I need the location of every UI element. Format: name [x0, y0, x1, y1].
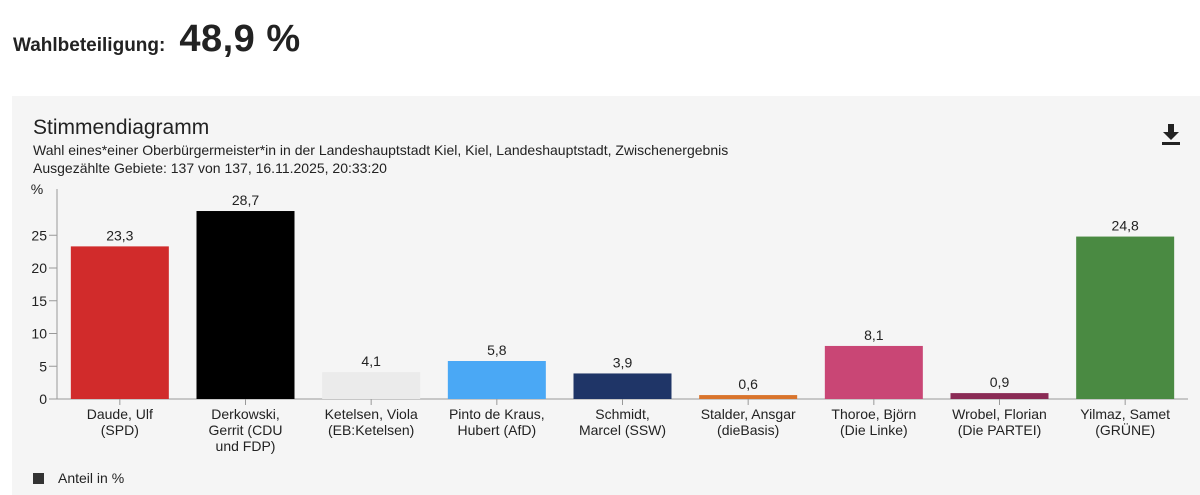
x-tick-label: (SPD)	[101, 422, 139, 438]
bar	[196, 211, 295, 399]
turnout-display: Wahlbeteiligung: 48,9 %	[13, 18, 301, 61]
y-tick-label: 5	[39, 358, 47, 374]
x-tick-label: Ketelsen, Viola	[325, 406, 418, 422]
bar-value-label: 5,8	[487, 342, 507, 358]
y-tick-label: 25	[31, 227, 47, 243]
x-tick-label: Wrobel, Florian	[952, 406, 1047, 422]
bar-chart: % 0 5 10 15 20 25 23,3 Daude, Ulf(SPD) 28,7 Derkow…	[31, 181, 1188, 454]
legend: Anteil in %	[33, 470, 124, 486]
x-tick-label: (Die PARTEI)	[958, 422, 1042, 438]
bar-value-label: 0,9	[990, 374, 1010, 390]
x-tick-label: (EB:Ketelsen)	[328, 422, 414, 438]
chart-subtitle: Wahl eines*einer Oberbürgermeister*in in…	[33, 142, 729, 158]
y-tick-label: 0	[39, 391, 47, 407]
x-tick-label: Yilmaz, Samet	[1080, 406, 1170, 422]
y-tick-label: 20	[31, 260, 47, 276]
bar	[573, 373, 672, 399]
bar-value-label: 3,9	[613, 354, 633, 370]
x-tick-label: (Die Linke)	[840, 422, 908, 438]
chart-panel: Stimmendiagramm Wahl eines*einer Oberbür…	[12, 96, 1200, 495]
x-tick-label: Derkowski,	[211, 406, 279, 422]
turnout-value: 48,9 %	[179, 18, 301, 60]
x-tick-label: und FDP)	[216, 438, 276, 454]
bar	[322, 372, 421, 399]
bar	[950, 393, 1049, 399]
bar	[70, 246, 169, 399]
x-tick-label: Daude, Ulf	[87, 406, 153, 422]
legend-label: Anteil in %	[58, 470, 125, 486]
bar-value-label: 23,3	[106, 227, 133, 243]
bar-value-label: 0,6	[738, 376, 758, 392]
x-tick-label: (dieBasis)	[717, 422, 779, 438]
legend-swatch	[33, 472, 44, 484]
bar-value-label: 8,1	[864, 327, 884, 343]
bar	[447, 361, 546, 399]
x-tick-label: Schmidt,	[595, 406, 649, 422]
y-tick-label: 15	[31, 293, 47, 309]
download-icon[interactable]	[1160, 122, 1182, 146]
bar-value-label: 4,1	[361, 353, 381, 369]
x-tick-label: Thoroe, Björn	[831, 406, 916, 422]
bar	[824, 345, 923, 399]
counted-areas-text: Ausgezählte Gebiete: 137 von 137, 16.11.…	[33, 160, 387, 176]
x-tick-label: Pinto de Kraus,	[449, 406, 545, 422]
y-tick-label: 10	[31, 326, 47, 342]
x-tick-label: Hubert (AfD)	[458, 422, 537, 438]
x-tick-label: Marcel (SSW)	[579, 422, 666, 438]
chart-title: Stimmendiagramm	[33, 116, 210, 139]
x-tick-label: (GRÜNE)	[1095, 421, 1155, 438]
bar	[699, 395, 798, 399]
bar-value-label: 24,8	[1112, 218, 1139, 234]
y-axis-label: %	[31, 181, 43, 197]
x-tick-label: Gerrit (CDU	[209, 422, 283, 438]
turnout-label: Wahlbeteiligung:	[13, 35, 166, 56]
x-tick-label: Stalder, Ansgar	[701, 406, 796, 422]
bar	[1076, 236, 1175, 399]
bar-value-label: 28,7	[232, 192, 259, 208]
